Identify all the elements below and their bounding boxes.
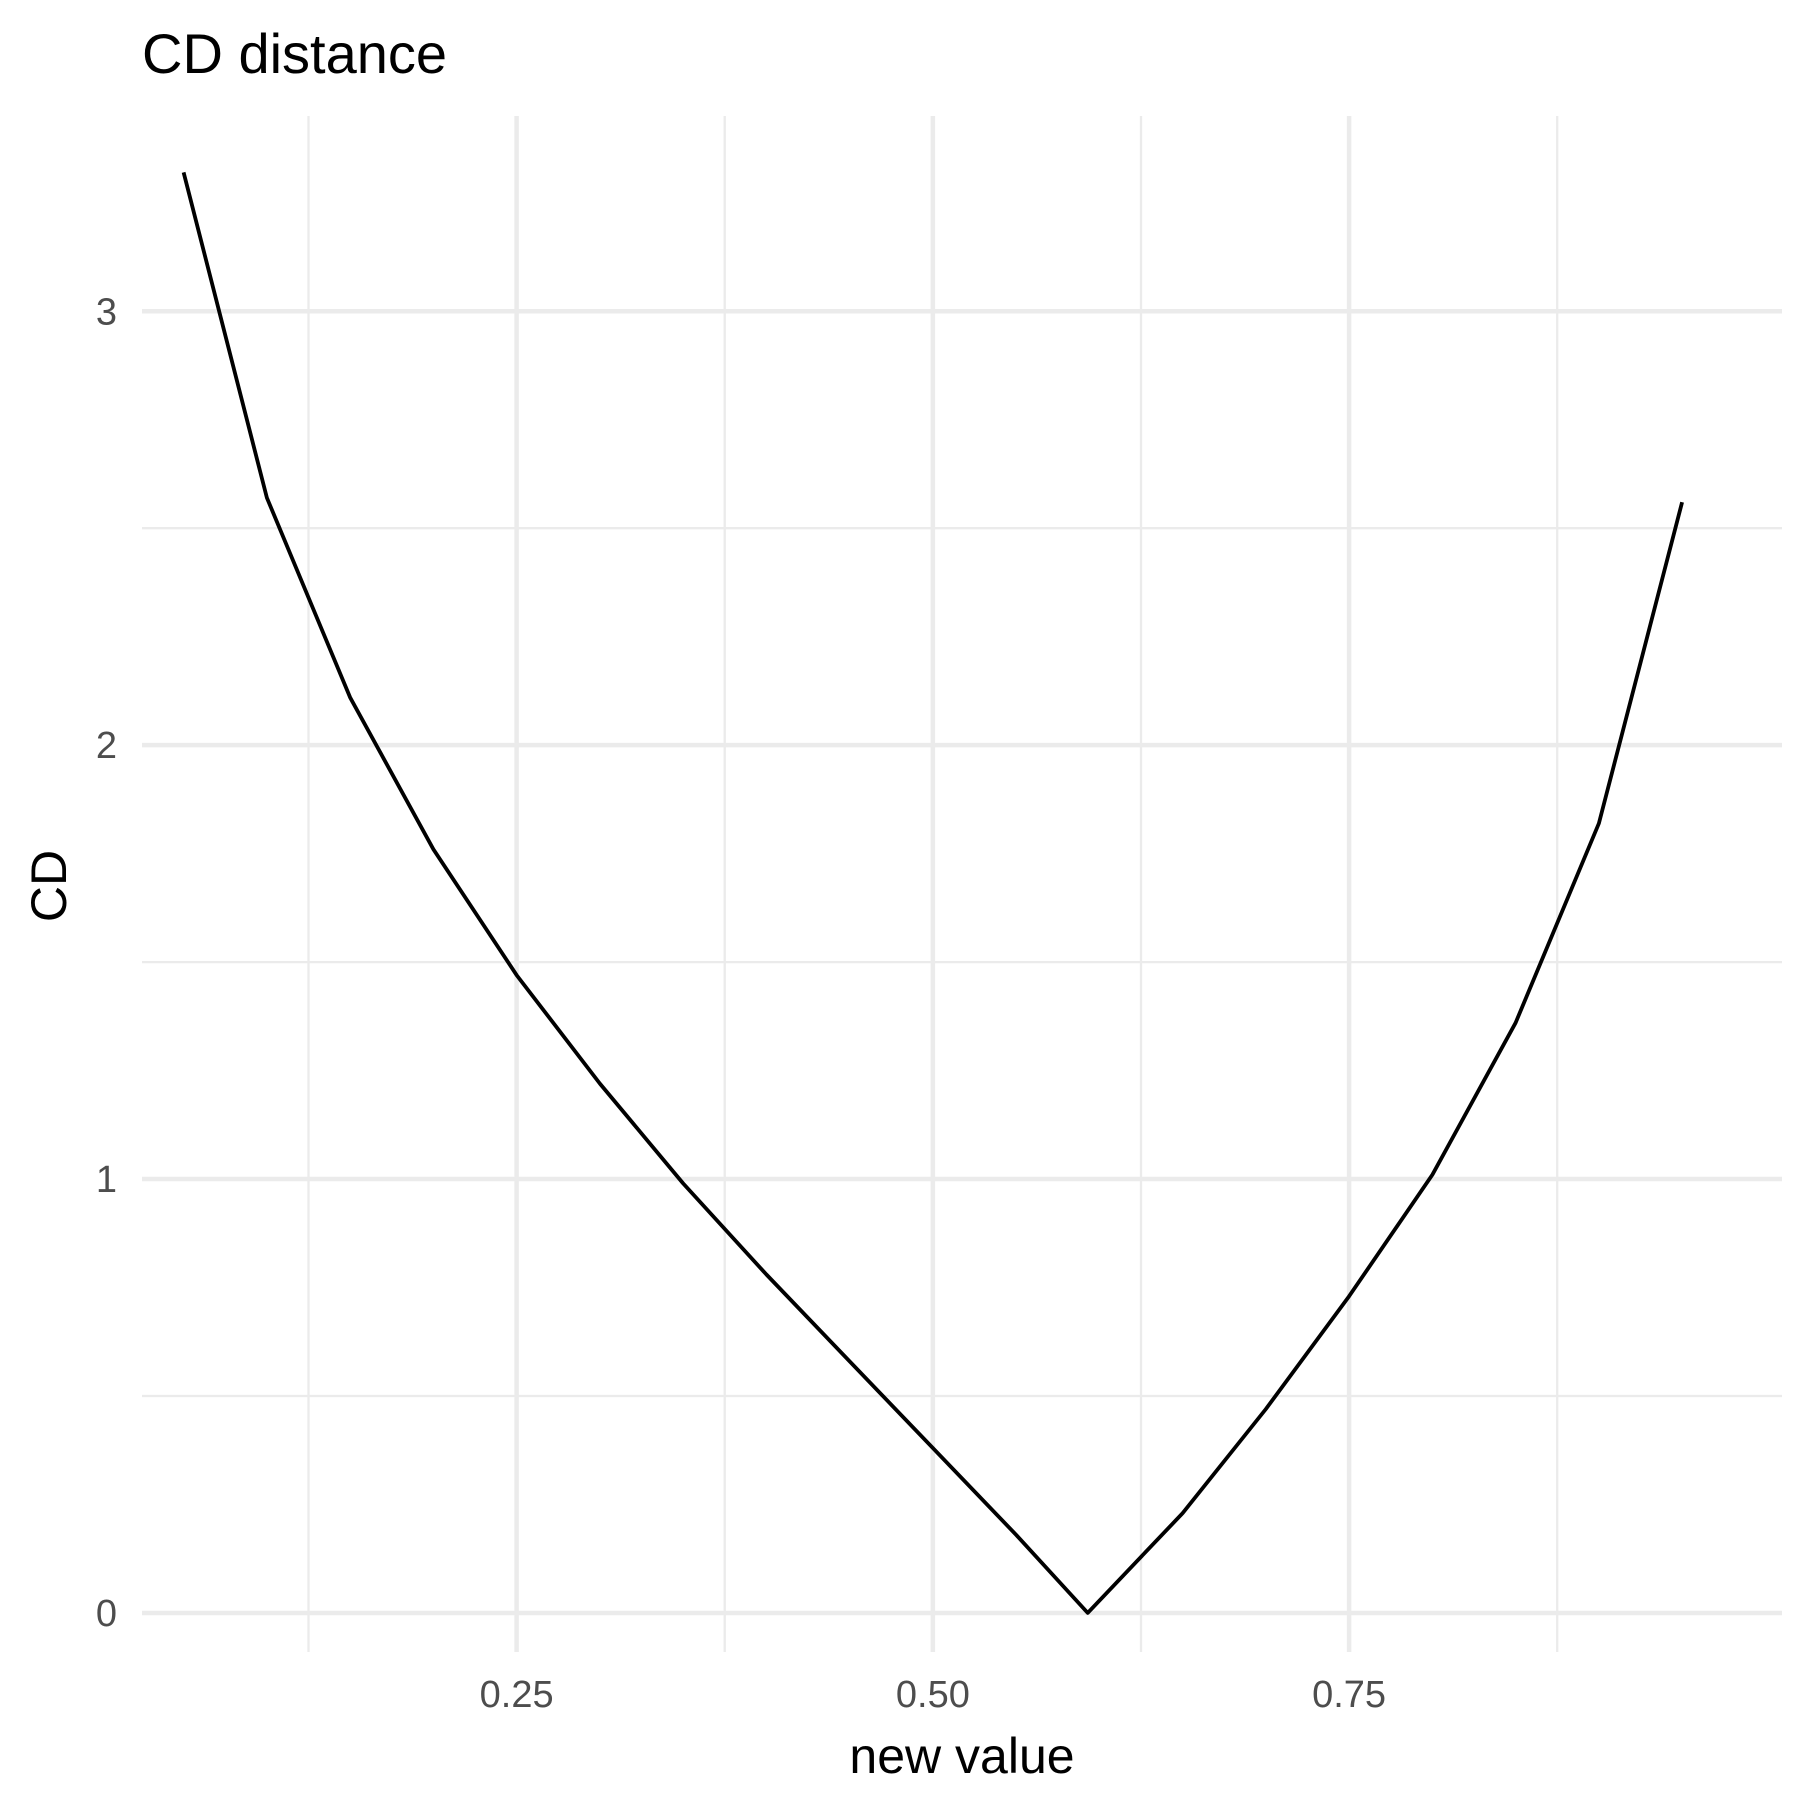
x-tick-label-2: 0.75 bbox=[1312, 1674, 1386, 1716]
y-axis-title: CD bbox=[21, 850, 77, 922]
y-tick-label-3: 3 bbox=[96, 291, 117, 333]
series-line-0 bbox=[181, 171, 1684, 1615]
series-layer bbox=[181, 171, 1684, 1615]
x-tick-label-0: 0.25 bbox=[480, 1674, 554, 1716]
y-tick-labels: 0 1 2 3 bbox=[96, 291, 117, 1635]
chart-title: CD distance bbox=[142, 22, 447, 85]
major-gridlines bbox=[142, 116, 1782, 1652]
y-tick-label-2: 2 bbox=[96, 725, 117, 767]
x-tick-label-1: 0.50 bbox=[896, 1674, 970, 1716]
y-tick-label-0: 0 bbox=[96, 1593, 117, 1635]
minor-gridlines bbox=[142, 116, 1782, 1652]
x-axis-title: new value bbox=[849, 1728, 1074, 1784]
x-tick-labels: 0.25 0.50 0.75 bbox=[480, 1674, 1386, 1716]
y-tick-label-1: 1 bbox=[96, 1159, 117, 1201]
